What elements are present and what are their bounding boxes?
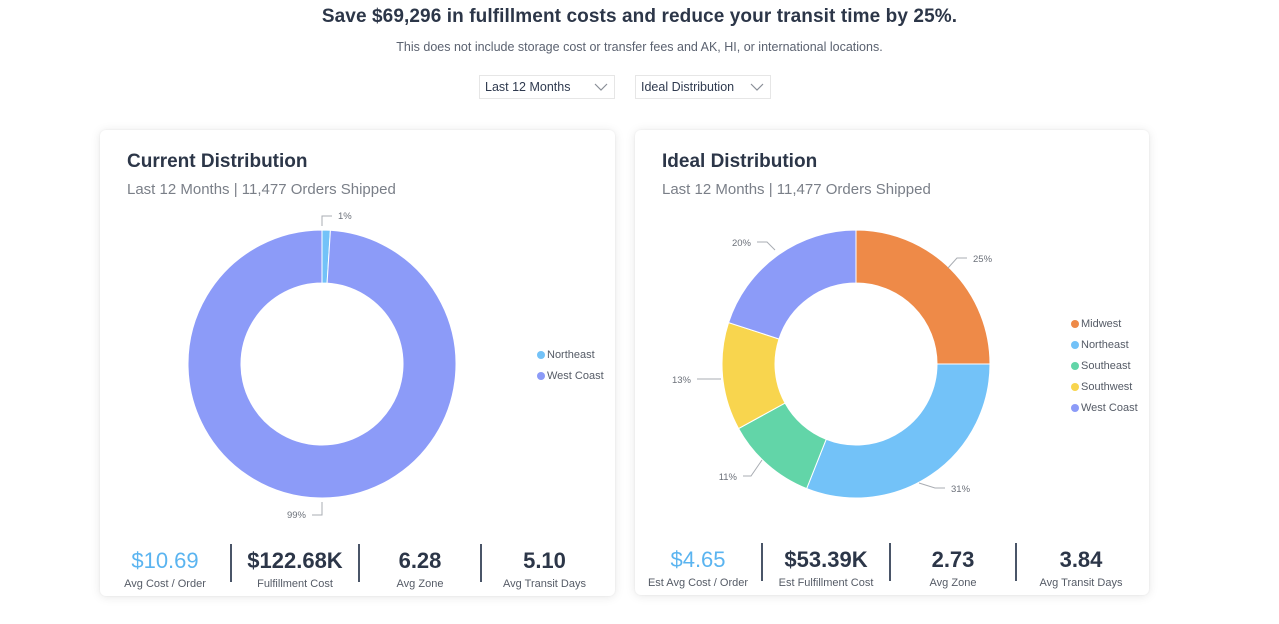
legend-dot-icon	[537, 371, 545, 380]
legend-dot-icon	[1071, 403, 1079, 412]
stat-value: 3.84	[1059, 547, 1103, 572]
divider	[761, 543, 763, 581]
ideal-legend: Midwest Northeast Southeast Southwest West C…	[1071, 313, 1138, 418]
legend-label: West Coast	[1081, 401, 1138, 414]
stat-label: Avg Cost / Order	[124, 578, 206, 590]
legend-item-northeast[interactable]: Northeast	[1071, 334, 1138, 355]
period-select-value: Last 12 Months	[485, 80, 571, 94]
stat-fulfillment-cost: $122.68K Fulfillment Cost	[232, 548, 358, 590]
chevron-down-icon	[750, 83, 764, 91]
stat-value: $122.68K	[247, 548, 343, 573]
legend-label: Northeast	[1081, 338, 1129, 351]
data-label-west-coast: 20%	[732, 238, 752, 249]
leader-line	[757, 241, 776, 251]
stat-label: Avg Zone	[929, 577, 977, 589]
ideal-donut-chart: 25% 31% 11% 13% 20%	[672, 229, 993, 499]
data-label-midwest: 25%	[973, 254, 993, 265]
period-select[interactable]: Last 12 Months	[479, 75, 615, 99]
stat-value: 6.28	[398, 548, 442, 573]
stat-label: Avg Transit Days	[503, 578, 586, 590]
divider	[358, 544, 360, 582]
stat-avg-zone: 6.28 Avg Zone	[360, 548, 480, 590]
chevron-down-icon	[594, 83, 608, 91]
data-label-northeast: 31%	[951, 484, 971, 495]
leader-line	[947, 257, 967, 269]
legend-item-southeast[interactable]: Southeast	[1071, 355, 1138, 376]
card-subtitle: Last 12 Months | 11,477 Orders Shipped	[127, 181, 396, 198]
card-subtitle: Last 12 Months | 11,477 Orders Shipped	[662, 181, 931, 198]
current-stats: $10.69 Avg Cost / Order $122.68K Fulfill…	[100, 544, 615, 590]
legend-dot-icon	[537, 350, 545, 359]
stat-value: $10.69	[131, 548, 199, 573]
stat-value: 2.73	[931, 547, 975, 572]
stat-est-fulfillment-cost: $53.39K Est Fulfillment Cost	[763, 547, 889, 589]
divider	[889, 543, 891, 581]
legend-label: Southeast	[1081, 359, 1131, 372]
stat-value: 5.10	[523, 548, 566, 573]
legend-label: Midwest	[1081, 317, 1122, 330]
legend-item-midwest[interactable]: Midwest	[1071, 313, 1138, 334]
savings-headline: Save $69,296 in fulfillment costs and re…	[321, 6, 958, 27]
data-label-west-coast: 99%	[287, 510, 307, 521]
current-legend: Northeast West Coast	[537, 344, 604, 386]
stat-est-avg-cost: $4.65 Est Avg Cost / Order	[635, 547, 761, 589]
stat-avg-zone: 2.73 Avg Zone	[891, 547, 1015, 589]
legend-dot-icon	[1071, 382, 1079, 391]
leader-line	[321, 215, 332, 226]
card-title: Ideal Distribution	[662, 151, 818, 172]
data-label-southwest: 13%	[672, 375, 692, 386]
stat-avg-transit-days: 5.10 Avg Transit Days	[482, 548, 607, 590]
stat-label: Est Avg Cost / Order	[647, 577, 749, 589]
divider	[480, 544, 482, 582]
legend-label: Northeast	[547, 348, 595, 361]
legend-label: West Coast	[547, 369, 604, 382]
slice-west-coast[interactable]	[727, 229, 857, 340]
stat-label: Fulfillment Cost	[257, 578, 333, 590]
stat-value: $4.65	[670, 547, 726, 572]
legend-dot-icon	[1071, 361, 1079, 370]
stat-avg-transit-days: 3.84 Avg Transit Days	[1017, 547, 1145, 589]
slice-west-coast[interactable]	[187, 229, 457, 499]
legend-item-west-coast[interactable]: West Coast	[1071, 397, 1138, 418]
scenario-select-value: Ideal Distribution	[641, 80, 735, 94]
leader-line	[312, 502, 323, 516]
legend-dot-icon	[1071, 340, 1079, 349]
divider	[1015, 543, 1017, 581]
legend-dot-icon	[1071, 319, 1079, 328]
legend-item-northeast[interactable]: Northeast	[537, 344, 604, 365]
stat-label: Avg Zone	[396, 578, 444, 590]
data-label-northeast: 1%	[338, 211, 352, 222]
ideal-stats: $4.65 Est Avg Cost / Order $53.39K Est F…	[635, 543, 1149, 589]
scenario-select[interactable]: Ideal Distribution	[635, 75, 771, 99]
current-donut-chart: 1% 99%	[187, 211, 457, 521]
stat-value: $53.39K	[784, 547, 868, 572]
leader-line	[918, 482, 945, 489]
disclaimer-text: This does not include storage cost or tr…	[396, 40, 883, 54]
legend-item-southwest[interactable]: Southwest	[1071, 376, 1138, 397]
slice-midwest[interactable]	[855, 229, 991, 365]
legend-label: Southwest	[1081, 380, 1133, 393]
slice-northeast[interactable]	[806, 363, 991, 499]
stat-label: Avg Transit Days	[1039, 577, 1123, 589]
divider	[230, 544, 232, 582]
stat-avg-cost: $10.69 Avg Cost / Order	[100, 548, 230, 590]
filter-bar: Last 12 Months Ideal Distribution	[479, 75, 771, 99]
card-title: Current Distribution	[127, 151, 308, 172]
ideal-distribution-card: Ideal Distribution Last 12 Months | 11,4…	[635, 130, 1149, 595]
legend-item-west-coast[interactable]: West Coast	[537, 365, 604, 386]
leader-line	[743, 459, 763, 477]
data-label-southeast: 11%	[719, 472, 738, 483]
stat-label: Est Fulfillment Cost	[778, 577, 874, 589]
current-distribution-card: Current Distribution Last 12 Months | 11…	[100, 130, 615, 596]
